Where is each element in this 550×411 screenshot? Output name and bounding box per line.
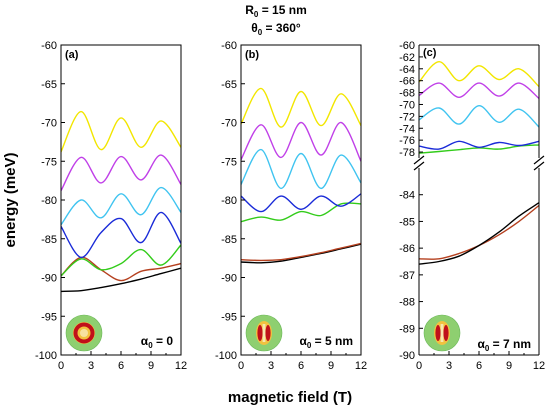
y-tick-label: -62 bbox=[399, 52, 415, 64]
x-tick-label: 3 bbox=[88, 360, 94, 372]
y-tick-label: -95 bbox=[221, 311, 237, 323]
x-tick-label: 0 bbox=[238, 360, 244, 372]
x-tick-label: 12 bbox=[355, 360, 367, 372]
panel-label: (a) bbox=[65, 49, 79, 61]
axis-break-mark bbox=[533, 155, 545, 165]
series-line-4 bbox=[241, 193, 361, 213]
series-line-3 bbox=[419, 104, 539, 128]
density-inset-core bbox=[80, 329, 88, 337]
axis-break-mark bbox=[533, 161, 545, 171]
y-tick-label: -65 bbox=[41, 79, 57, 91]
x-tick-label: 9 bbox=[148, 360, 154, 372]
y-tick-label: -89 bbox=[399, 323, 415, 335]
y-tick-label: -84 bbox=[399, 190, 415, 202]
panel-annotation: α0 = 0 bbox=[141, 334, 174, 350]
density-inset-center bbox=[262, 324, 266, 342]
x-tick-label: 9 bbox=[506, 360, 512, 372]
density-inset-lobe-right bbox=[265, 325, 271, 341]
x-tick-label: 6 bbox=[118, 360, 124, 372]
y-tick-label: -60 bbox=[399, 40, 415, 52]
y-axis-label: energy (meV) bbox=[2, 152, 19, 247]
y-tick-label: -60 bbox=[41, 40, 57, 52]
series-line-6 bbox=[241, 121, 361, 162]
x-tick-label: 0 bbox=[416, 360, 422, 372]
series-line-4 bbox=[61, 211, 181, 259]
y-tick-label: -90 bbox=[41, 273, 57, 285]
x-tick-label: 0 bbox=[58, 360, 64, 372]
series-line-5 bbox=[241, 148, 361, 190]
series-line-6 bbox=[61, 154, 181, 192]
series-line-7 bbox=[241, 87, 361, 128]
density-inset-center bbox=[440, 324, 444, 342]
y-tick-label: -90 bbox=[399, 350, 415, 362]
axes-frame bbox=[60, 44, 182, 356]
density-inset-ring bbox=[73, 322, 95, 344]
x-tick-label: 6 bbox=[476, 360, 482, 372]
y-tick-label: -85 bbox=[41, 234, 57, 246]
y-tick-label: -64 bbox=[399, 64, 415, 76]
header-angle: θ0 = 360° bbox=[251, 21, 301, 37]
series-line-3 bbox=[241, 202, 361, 223]
x-tick-label: 3 bbox=[446, 360, 452, 372]
y-tick-label: -80 bbox=[221, 195, 237, 207]
y-tick-label: -90 bbox=[221, 273, 237, 285]
series-line-7 bbox=[61, 110, 181, 153]
series-line-1 bbox=[419, 204, 539, 260]
density-inset-lobe-right bbox=[443, 325, 449, 341]
series-line-1 bbox=[61, 267, 181, 293]
y-tick-label: -72 bbox=[399, 111, 415, 123]
y-tick-label: -78 bbox=[399, 147, 415, 159]
y-tick-label: -80 bbox=[41, 195, 57, 207]
series-line-5 bbox=[419, 60, 539, 88]
panel-c: -78-76-74-72-70-68-66-64-62-60 -90 -89 -88 -… bbox=[399, 40, 545, 372]
axis-break-mark bbox=[413, 155, 425, 165]
x-tick-label: 3 bbox=[268, 360, 274, 372]
x-tick-label: 12 bbox=[175, 360, 187, 372]
y-tick-label: -70 bbox=[399, 99, 415, 111]
y-tick-label: -68 bbox=[399, 88, 415, 100]
x-tick-label: 9 bbox=[328, 360, 334, 372]
y-tick-label: -88 bbox=[399, 297, 415, 309]
panel-a: -100 -95 -90 -85 -80 -75 -70 -65 -60 0 3 6 9 12 (a) α0 … bbox=[35, 40, 187, 372]
series-line-4 bbox=[419, 82, 539, 100]
series-line-2 bbox=[419, 140, 539, 150]
panel-b: -100 -95 -90 -85 -80 -75 -70 -65 -60 0 3 6 9 12 (b) α0 … bbox=[215, 40, 367, 372]
y-tick-label: -85 bbox=[221, 234, 237, 246]
axis-break-mark bbox=[413, 161, 425, 171]
panel-annotation: α0 = 7 nm bbox=[477, 337, 531, 353]
y-tick-label: -75 bbox=[41, 156, 57, 168]
y-tick-label: -70 bbox=[221, 118, 237, 130]
y-tick-label: -65 bbox=[221, 79, 237, 91]
y-tick-label: -76 bbox=[399, 135, 415, 147]
y-tick-label: -74 bbox=[399, 123, 415, 135]
y-tick-label: -100 bbox=[35, 350, 57, 362]
panel-label: (b) bbox=[245, 49, 259, 61]
y-tick-label: -95 bbox=[41, 311, 57, 323]
density-inset-lobe-left bbox=[435, 325, 441, 341]
y-tick-label: -66 bbox=[399, 76, 415, 88]
series-line-2 bbox=[61, 256, 181, 282]
y-tick-label: -75 bbox=[221, 156, 237, 168]
series-line-5 bbox=[61, 186, 181, 226]
series-line-3 bbox=[61, 244, 181, 277]
x-tick-label: 12 bbox=[533, 360, 545, 372]
x-tick-label: 6 bbox=[298, 360, 304, 372]
y-tick-label: -70 bbox=[41, 118, 57, 130]
panel-label: (c) bbox=[423, 47, 437, 59]
y-tick-label: -60 bbox=[221, 40, 237, 52]
y-tick-label: -100 bbox=[215, 350, 237, 362]
y-tick-label: -87 bbox=[399, 270, 415, 282]
x-axis-label: magnetic field (T) bbox=[228, 389, 352, 406]
series-line-2 bbox=[241, 242, 361, 262]
panel-annotation: α0 = 5 nm bbox=[299, 334, 353, 350]
series-line-2 bbox=[419, 202, 539, 265]
y-tick-label: -85 bbox=[399, 216, 415, 228]
header-radius: R0 = 15 nm bbox=[245, 3, 306, 19]
density-inset-lobe-left bbox=[257, 325, 263, 341]
y-tick-label: -86 bbox=[399, 243, 415, 255]
